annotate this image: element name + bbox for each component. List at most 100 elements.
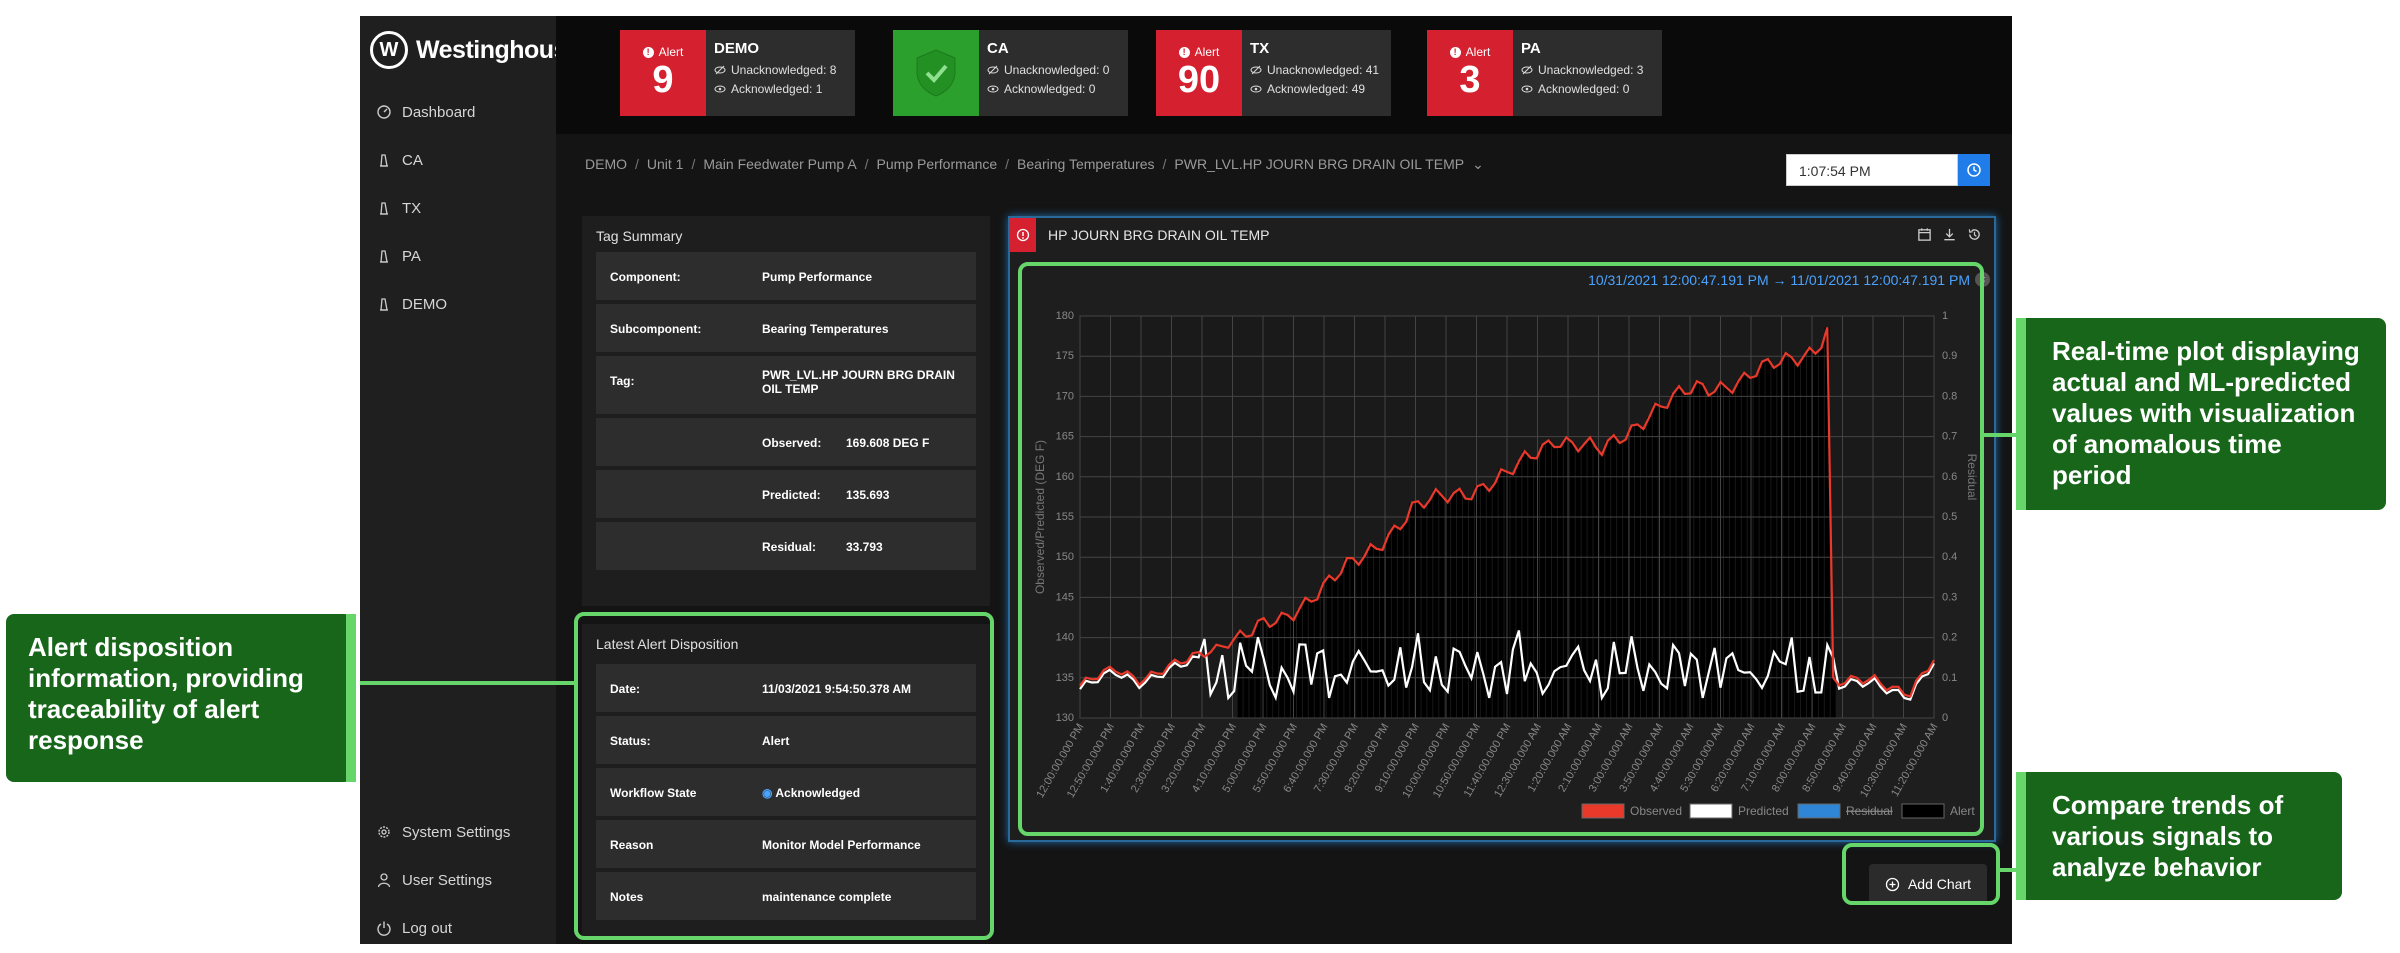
sidebar-item-tx[interactable]: TX xyxy=(376,196,421,220)
tag-summary-row: Tag: PWR_LVL.HP JOURN BRG DRAIN OIL TEMP xyxy=(596,356,976,416)
alert-site-name: PA xyxy=(1521,40,1541,57)
brand-name: Westinghouse xyxy=(416,35,581,64)
breadcrumb-item[interactable]: Main Feedwater Pump A xyxy=(703,156,857,172)
alert-count-box: ! Alert 3 xyxy=(1427,30,1513,116)
chart-toolbar xyxy=(1917,227,1982,242)
tag-summary-panel: Tag Summary Component: Pump Performance … xyxy=(582,216,990,606)
y-tick-label: 130 xyxy=(1056,712,1074,724)
predicted-line xyxy=(1079,630,1935,702)
breadcrumb-item[interactable]: Unit 1 xyxy=(646,156,684,172)
eye-slash-icon xyxy=(714,65,726,75)
observed-line xyxy=(1079,327,1935,698)
alert-card-demo[interactable]: ! Alert 9 DEMO Unacknowledged: 8 Acknowle… xyxy=(620,30,855,116)
plus-circle-icon xyxy=(1885,877,1900,891)
breadcrumb-item[interactable]: Bearing Temperatures xyxy=(1017,156,1155,172)
tag-summary-row: Observed: 169.608 DEG F xyxy=(596,418,976,468)
dashboard-icon xyxy=(377,105,391,119)
time-picker-button[interactable] xyxy=(1958,154,1990,186)
sidebar-item-ca[interactable]: CA xyxy=(376,148,423,172)
y2-tick-label: 0.8 xyxy=(1942,390,1957,402)
y2-tick-label: 0.1 xyxy=(1942,672,1957,684)
y-tick-label: 180 xyxy=(1056,310,1074,322)
alert-card-tx[interactable]: ! Alert 90 TX Unacknowledged: 41 Acknowle… xyxy=(1156,30,1391,116)
sidebar-item-demo[interactable]: DEMO xyxy=(376,292,447,316)
alert-icon xyxy=(1010,218,1036,252)
tag-summary-row: Predicted: 135.693 xyxy=(596,470,976,520)
legend-label: Residual xyxy=(1846,804,1893,818)
plant-icon xyxy=(380,202,388,215)
connector-line xyxy=(1984,433,2016,437)
legend-label: Predicted xyxy=(1738,804,1789,818)
alert-site-name: CA xyxy=(987,40,1009,57)
legend-swatch xyxy=(1689,803,1733,819)
y2-tick-label: 0.5 xyxy=(1942,511,1957,523)
alert-disposition-panel: Latest Alert Disposition Date: 11/03/202… xyxy=(582,624,990,936)
sidebar-item-label: DEMO xyxy=(402,295,447,313)
sidebar-item-logout[interactable]: Log out xyxy=(376,916,452,940)
alert-count: 3 xyxy=(1459,59,1481,101)
time-input[interactable]: 1:07:54 PM xyxy=(1786,154,1958,186)
trend-chart[interactable]: 130 135 140 145 150 155 160 165 170 175 180 0 0.1 0.2… xyxy=(1010,252,1994,840)
y2-tick-label: 0.3 xyxy=(1942,591,1957,603)
y-axis-label: Observed/Predicted (DEG F) xyxy=(1033,440,1047,594)
plant-icon xyxy=(380,298,388,311)
eye-icon: ◉ xyxy=(762,786,773,800)
history-icon[interactable] xyxy=(1967,227,1982,242)
chart-title: HP JOURN BRG DRAIN OIL TEMP xyxy=(1048,227,1270,243)
y-tick-label: 155 xyxy=(1056,511,1074,523)
breadcrumb-item[interactable]: PWR_LVL.HP JOURN BRG DRAIN OIL TEMP xyxy=(1174,156,1465,172)
disposition-row: Workflow State ◉ Acknowledged xyxy=(596,768,976,818)
sidebar-item-system-settings[interactable]: System Settings › xyxy=(376,820,660,844)
tag-summary-row: Residual: 33.793 xyxy=(596,522,976,572)
breadcrumb-item[interactable]: DEMO xyxy=(585,156,627,172)
y-tick-label: 150 xyxy=(1056,551,1074,563)
plant-icon xyxy=(380,250,388,263)
alert-ok-box xyxy=(893,30,979,116)
sidebar-item-user-settings[interactable]: User Settings xyxy=(376,868,492,892)
legend-label: Alert xyxy=(1950,804,1975,818)
y2-tick-label: 0 xyxy=(1942,712,1948,724)
sidebar-item-label: User Settings xyxy=(402,871,493,889)
app-window: W Westinghouse Dashboard CA TX PA DE xyxy=(360,16,2012,944)
legend-swatch xyxy=(1581,803,1625,819)
disposition-row: Notes maintenance complete xyxy=(596,872,976,922)
connector-line xyxy=(360,681,576,685)
power-icon xyxy=(377,921,391,936)
download-icon[interactable] xyxy=(1942,227,1957,242)
legend-swatch xyxy=(1901,803,1945,819)
y-tick-label: 165 xyxy=(1056,431,1074,443)
alert-site-name: TX xyxy=(1250,40,1270,57)
eye-icon xyxy=(987,85,999,93)
alert-card-ca[interactable]: CA Unacknowledged: 0 Acknowledged: 0 xyxy=(893,30,1128,116)
add-chart-button[interactable]: Add Chart xyxy=(1869,864,1987,904)
callout-accent-bar xyxy=(2016,772,2026,900)
sidebar-item-label: CA xyxy=(402,151,423,169)
chevron-down-icon[interactable]: ⌄ xyxy=(1472,156,1484,172)
panel-title: Latest Alert Disposition xyxy=(596,636,739,652)
chart-panel: HP JOURN BRG DRAIN OIL TEMP 10/31/2021 1… xyxy=(1008,216,1996,842)
clock-icon xyxy=(1967,163,1981,177)
breadcrumb: DEMO / Unit 1/ Main Feedwater Pump A / Pum… xyxy=(585,156,1484,172)
callout-accent-bar xyxy=(346,614,356,782)
brand-logo[interactable]: W Westinghouse xyxy=(370,28,581,72)
calendar-icon[interactable] xyxy=(1917,227,1932,242)
alert-icon: ! xyxy=(642,46,654,58)
alert-card-pa[interactable]: ! Alert 3 PA Unacknowledged: 3 Acknowledg… xyxy=(1427,30,1662,116)
alert-count: 90 xyxy=(1177,59,1221,101)
gear-icon xyxy=(378,826,390,838)
callout-left: Alert disposition information, providing… xyxy=(6,614,352,782)
tag-summary-row: Component: Pump Performance xyxy=(596,252,976,302)
sidebar-item-label: System Settings xyxy=(402,823,511,841)
breadcrumb-item[interactable]: Pump Performance xyxy=(876,156,998,172)
y2-tick-label: 0.9 xyxy=(1942,350,1957,362)
y-tick-label: 140 xyxy=(1056,632,1074,644)
shield-check-icon xyxy=(916,49,956,97)
plant-icon xyxy=(380,154,388,167)
legend-label: Observed xyxy=(1630,804,1682,818)
y2-tick-label: 0.7 xyxy=(1942,431,1957,443)
sidebar-item-dashboard[interactable]: Dashboard xyxy=(376,100,475,124)
sidebar-item-pa[interactable]: PA xyxy=(376,244,421,268)
alert-summary-bar: ! Alert 9 DEMO Unacknowledged: 8 Acknowle… xyxy=(556,16,2012,134)
sidebar-item-label: Log out xyxy=(402,919,453,937)
